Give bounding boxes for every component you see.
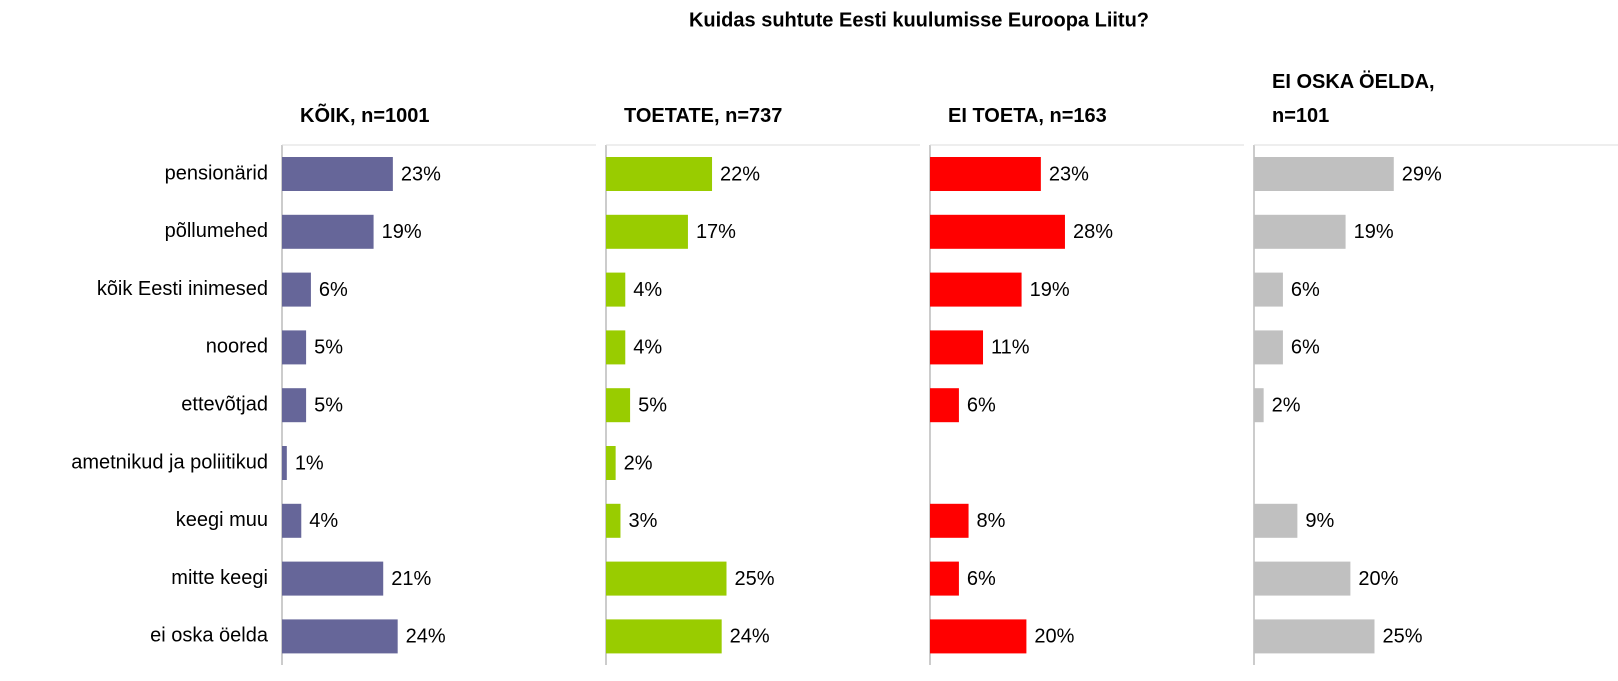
value-label: 28%	[1073, 221, 1113, 243]
value-label: 21%	[391, 568, 431, 590]
chart-title: Kuidas suhtute Eesti kuulumisse Euroopa …	[689, 9, 1149, 31]
value-label: 3%	[628, 510, 657, 532]
bar	[930, 503, 969, 538]
value-label: 6%	[967, 394, 996, 416]
value-label: 4%	[633, 279, 662, 301]
value-label: 19%	[382, 221, 422, 243]
value-label: 20%	[1034, 626, 1074, 648]
panel-title: EI OSKA ÖELDA, n=101	[1272, 71, 1435, 127]
bar	[606, 388, 631, 423]
value-label: 2%	[624, 452, 653, 474]
bar	[282, 157, 393, 191]
bar	[930, 157, 1041, 191]
value-label: 5%	[314, 337, 343, 359]
value-label: 19%	[1030, 279, 1070, 301]
category-label: noored	[206, 336, 268, 358]
category-label: ettevõtjad	[181, 393, 268, 415]
bar	[930, 214, 1065, 249]
bar	[930, 561, 959, 596]
bar	[282, 214, 374, 249]
bar	[282, 446, 287, 480]
bar	[282, 619, 398, 654]
panel-title: EI TOETA, n=163	[948, 105, 1107, 127]
category-label: pensionärid	[165, 162, 268, 184]
value-label: 24%	[730, 626, 770, 648]
bar	[1254, 157, 1394, 191]
value-label: 23%	[401, 163, 441, 185]
value-label: 1%	[295, 452, 324, 474]
value-label: 17%	[696, 221, 736, 243]
value-label: 19%	[1354, 221, 1394, 243]
bar	[606, 157, 713, 191]
bar	[1254, 214, 1346, 249]
bar	[930, 330, 984, 365]
bar	[1254, 619, 1375, 654]
bar	[1254, 388, 1264, 423]
bar	[1254, 330, 1283, 365]
bar	[282, 561, 384, 596]
value-label: 11%	[991, 337, 1030, 359]
value-label: 6%	[1291, 279, 1320, 301]
value-label: 25%	[735, 568, 775, 590]
bar	[282, 503, 302, 538]
bar	[930, 388, 959, 423]
category-label: ametnikud ja poliitikud	[71, 451, 268, 473]
bar	[1254, 561, 1351, 596]
bar	[606, 214, 688, 249]
bar	[1254, 503, 1298, 538]
category-label: põllumehed	[165, 220, 268, 242]
value-label: 20%	[1358, 568, 1398, 590]
value-label: 9%	[1305, 510, 1334, 532]
value-label: 6%	[319, 279, 348, 301]
bar	[606, 619, 722, 654]
value-label: 22%	[720, 163, 760, 185]
bar	[930, 619, 1027, 654]
bar	[606, 503, 621, 538]
panel-title: KÕIK, n=1001	[300, 105, 430, 127]
bar	[282, 272, 311, 307]
category-label: kõik Eesti inimesed	[97, 278, 268, 300]
value-label: 29%	[1402, 163, 1442, 185]
bar	[606, 446, 616, 480]
bar	[606, 330, 626, 365]
category-label: ei oska öelda	[150, 625, 269, 647]
bar	[282, 330, 307, 365]
bar	[930, 272, 1022, 307]
bar	[606, 272, 626, 307]
value-label: 5%	[314, 394, 343, 416]
value-label: 4%	[633, 337, 662, 359]
panel-title: TOETATE, n=737	[624, 105, 783, 127]
value-label: 4%	[309, 510, 338, 532]
value-label: 6%	[1291, 337, 1320, 359]
category-label: keegi muu	[176, 509, 268, 531]
value-label: 8%	[977, 510, 1006, 532]
bar	[1254, 272, 1283, 307]
value-label: 24%	[406, 626, 446, 648]
bar	[606, 561, 727, 596]
value-label: 25%	[1383, 626, 1423, 648]
value-label: 5%	[638, 394, 667, 416]
value-label: 2%	[1272, 394, 1301, 416]
bar	[282, 388, 307, 423]
value-label: 23%	[1049, 163, 1089, 185]
value-label: 6%	[967, 568, 996, 590]
category-label: mitte keegi	[171, 567, 268, 589]
